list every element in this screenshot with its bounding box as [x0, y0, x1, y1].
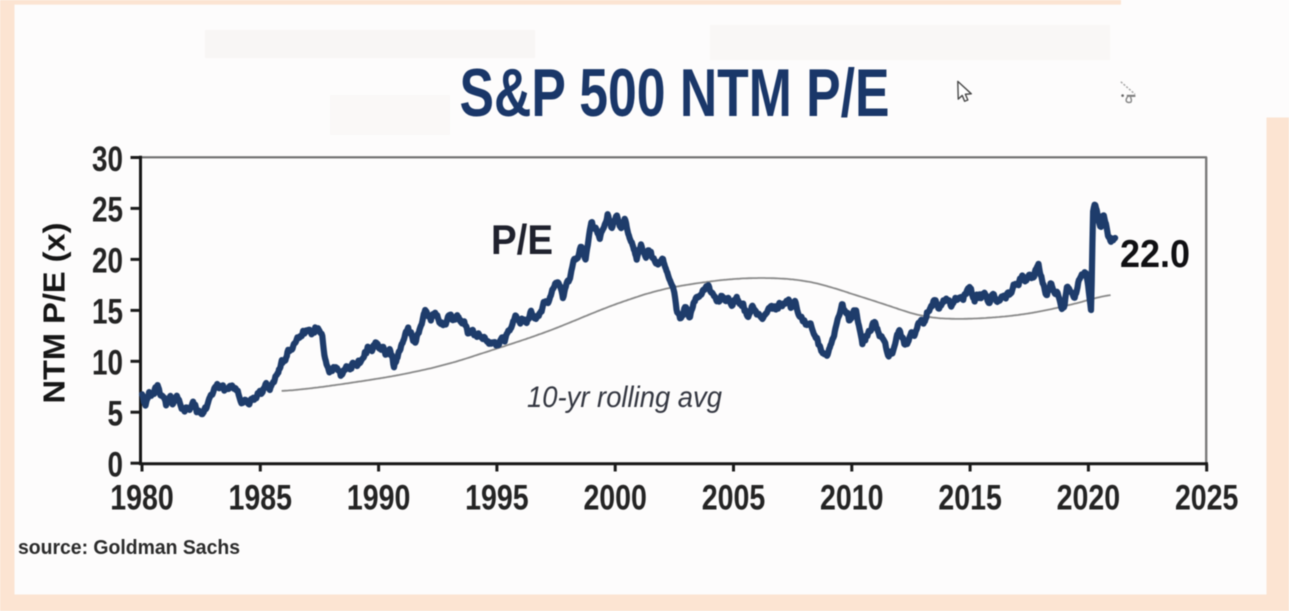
svg-text:NTM P/E (x): NTM P/E (x) — [37, 223, 72, 404]
svg-text:source: Goldman Sachs: source: Goldman Sachs — [18, 537, 240, 559]
svg-text:20: 20 — [92, 242, 123, 281]
svg-text:2010: 2010 — [820, 479, 884, 518]
svg-text:22.0: 22.0 — [1120, 233, 1190, 276]
svg-text:2000: 2000 — [583, 479, 647, 518]
svg-text:2015: 2015 — [938, 479, 1002, 518]
svg-text:2025: 2025 — [1175, 479, 1239, 518]
svg-text:2020: 2020 — [1057, 479, 1121, 518]
svg-text:5: 5 — [108, 395, 124, 434]
svg-text:30: 30 — [92, 140, 123, 179]
svg-text:S&P 500 NTM P/E: S&P 500 NTM P/E — [460, 55, 890, 131]
svg-text:1995: 1995 — [465, 479, 529, 518]
svg-text:1980: 1980 — [110, 479, 174, 518]
svg-text:P/E: P/E — [491, 216, 553, 263]
svg-text:1990: 1990 — [347, 479, 411, 518]
svg-text:1985: 1985 — [229, 479, 293, 518]
svg-text:0: 0 — [108, 446, 124, 485]
svg-text:10-yr rolling avg: 10-yr rolling avg — [527, 381, 722, 414]
svg-text:15: 15 — [92, 293, 123, 332]
svg-text:25: 25 — [92, 191, 123, 230]
svg-text:10: 10 — [92, 344, 123, 383]
svg-text:2005: 2005 — [702, 479, 766, 518]
